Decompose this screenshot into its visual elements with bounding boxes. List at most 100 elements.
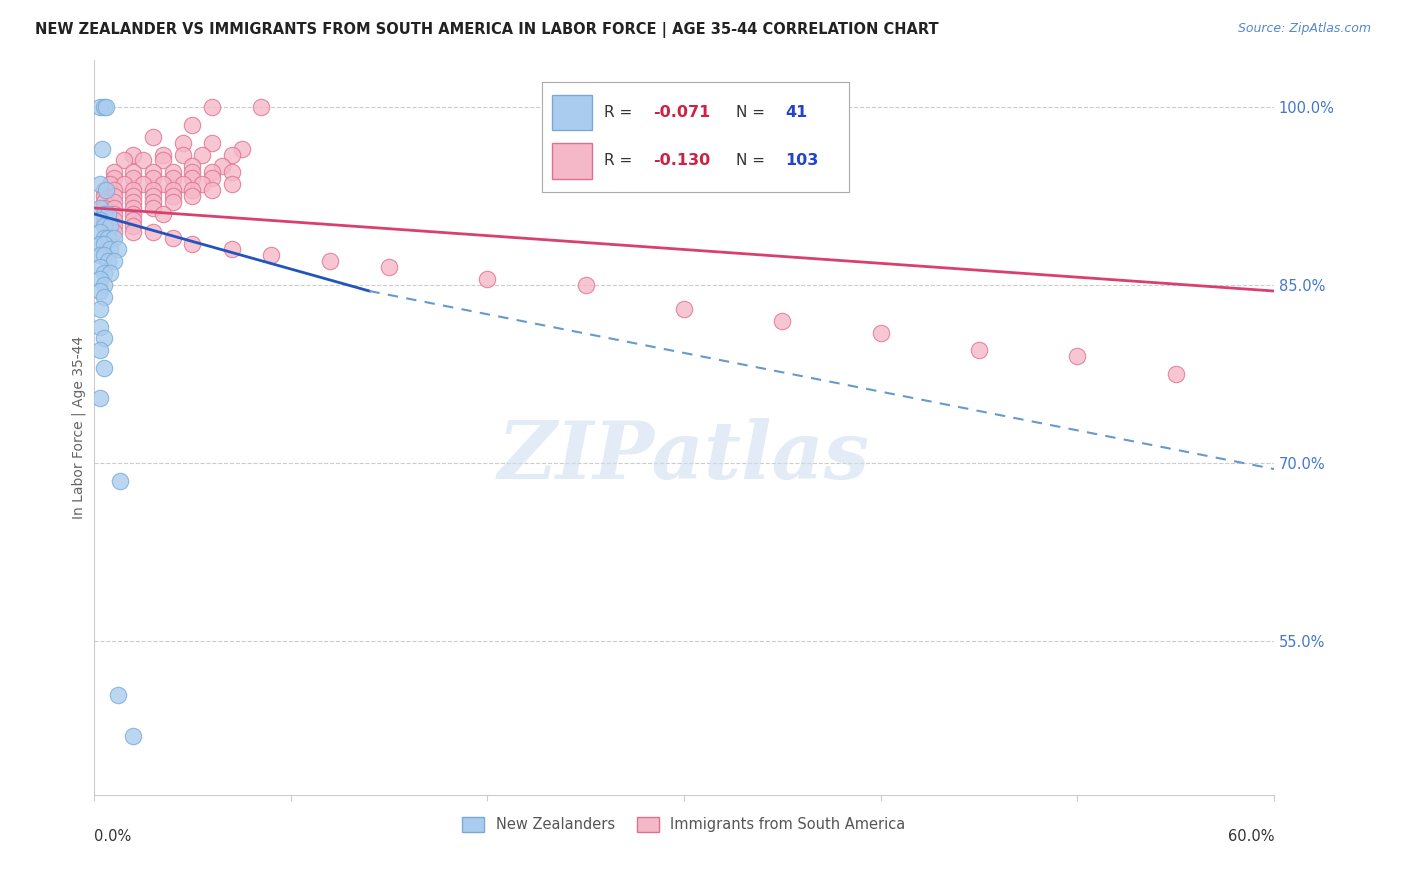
Point <box>107 243 129 257</box>
Point <box>211 160 233 174</box>
Point <box>93 207 115 221</box>
Point <box>97 254 120 268</box>
Point <box>94 183 117 197</box>
Point <box>142 201 165 215</box>
Point <box>770 314 793 328</box>
Point <box>260 248 283 262</box>
Point <box>98 178 121 192</box>
Point <box>93 219 115 233</box>
Point <box>477 272 499 286</box>
Point <box>93 361 115 376</box>
Point <box>162 189 184 203</box>
Point <box>89 301 111 316</box>
Point <box>250 100 273 114</box>
Point <box>89 272 111 286</box>
Point <box>122 147 145 161</box>
Point <box>142 225 165 239</box>
Point <box>1066 349 1088 363</box>
Point <box>142 194 165 209</box>
Point <box>103 225 125 239</box>
Point <box>103 171 125 186</box>
Point <box>89 284 111 298</box>
Point <box>93 331 115 345</box>
Point <box>152 153 174 168</box>
Point <box>97 207 120 221</box>
Point <box>112 178 135 192</box>
Text: 60.0%: 60.0% <box>1227 829 1274 844</box>
Legend: New Zealanders, Immigrants from South America: New Zealanders, Immigrants from South Am… <box>456 810 912 839</box>
Point <box>89 236 111 251</box>
Point <box>93 207 115 221</box>
Point <box>122 219 145 233</box>
Point <box>93 278 115 293</box>
Point <box>93 183 115 197</box>
Point <box>103 165 125 179</box>
Point <box>221 165 243 179</box>
Point <box>89 343 111 358</box>
Point <box>122 183 145 197</box>
Point <box>152 178 174 192</box>
Point <box>152 147 174 161</box>
Point <box>231 142 253 156</box>
Point <box>142 171 165 186</box>
Point <box>93 236 115 251</box>
Point <box>89 319 111 334</box>
Point <box>89 100 111 114</box>
Point <box>201 136 224 150</box>
Point <box>93 201 115 215</box>
Text: 0.0%: 0.0% <box>94 829 131 844</box>
Point <box>93 189 115 203</box>
Point <box>89 260 111 275</box>
Point <box>575 278 598 293</box>
Point <box>181 189 204 203</box>
Point <box>107 688 129 702</box>
Point <box>89 178 111 192</box>
Point <box>103 194 125 209</box>
Point <box>122 194 145 209</box>
Point <box>319 254 342 268</box>
Point <box>142 165 165 179</box>
Point <box>1164 367 1187 381</box>
Point <box>142 189 165 203</box>
Point <box>89 391 111 405</box>
Point <box>221 147 243 161</box>
Point <box>142 183 165 197</box>
Point <box>181 171 204 186</box>
Point <box>181 236 204 251</box>
Point <box>103 212 125 227</box>
Point <box>93 266 115 280</box>
Point <box>221 178 243 192</box>
Point <box>93 248 115 262</box>
Point <box>93 194 115 209</box>
Point <box>181 183 204 197</box>
Point <box>869 326 891 340</box>
Point <box>103 254 125 268</box>
Point <box>122 207 145 221</box>
Point <box>103 189 125 203</box>
Point <box>181 118 204 132</box>
Point <box>201 183 224 197</box>
Point <box>89 212 111 227</box>
Point <box>122 201 145 215</box>
Point <box>172 147 194 161</box>
Point <box>172 178 194 192</box>
Point <box>162 183 184 197</box>
Point <box>172 136 194 150</box>
Point <box>221 243 243 257</box>
Point <box>89 225 111 239</box>
Point <box>162 194 184 209</box>
Text: Source: ZipAtlas.com: Source: ZipAtlas.com <box>1237 22 1371 36</box>
Point <box>103 207 125 221</box>
Point <box>181 165 204 179</box>
Point <box>191 178 214 192</box>
Point <box>132 153 155 168</box>
Point <box>103 219 125 233</box>
Point <box>94 100 117 114</box>
Point <box>162 171 184 186</box>
Point <box>132 178 155 192</box>
Point <box>673 301 696 316</box>
Point <box>201 171 224 186</box>
Point <box>122 165 145 179</box>
Y-axis label: In Labor Force | Age 35-44: In Labor Force | Age 35-44 <box>72 336 86 519</box>
Point <box>89 201 111 215</box>
